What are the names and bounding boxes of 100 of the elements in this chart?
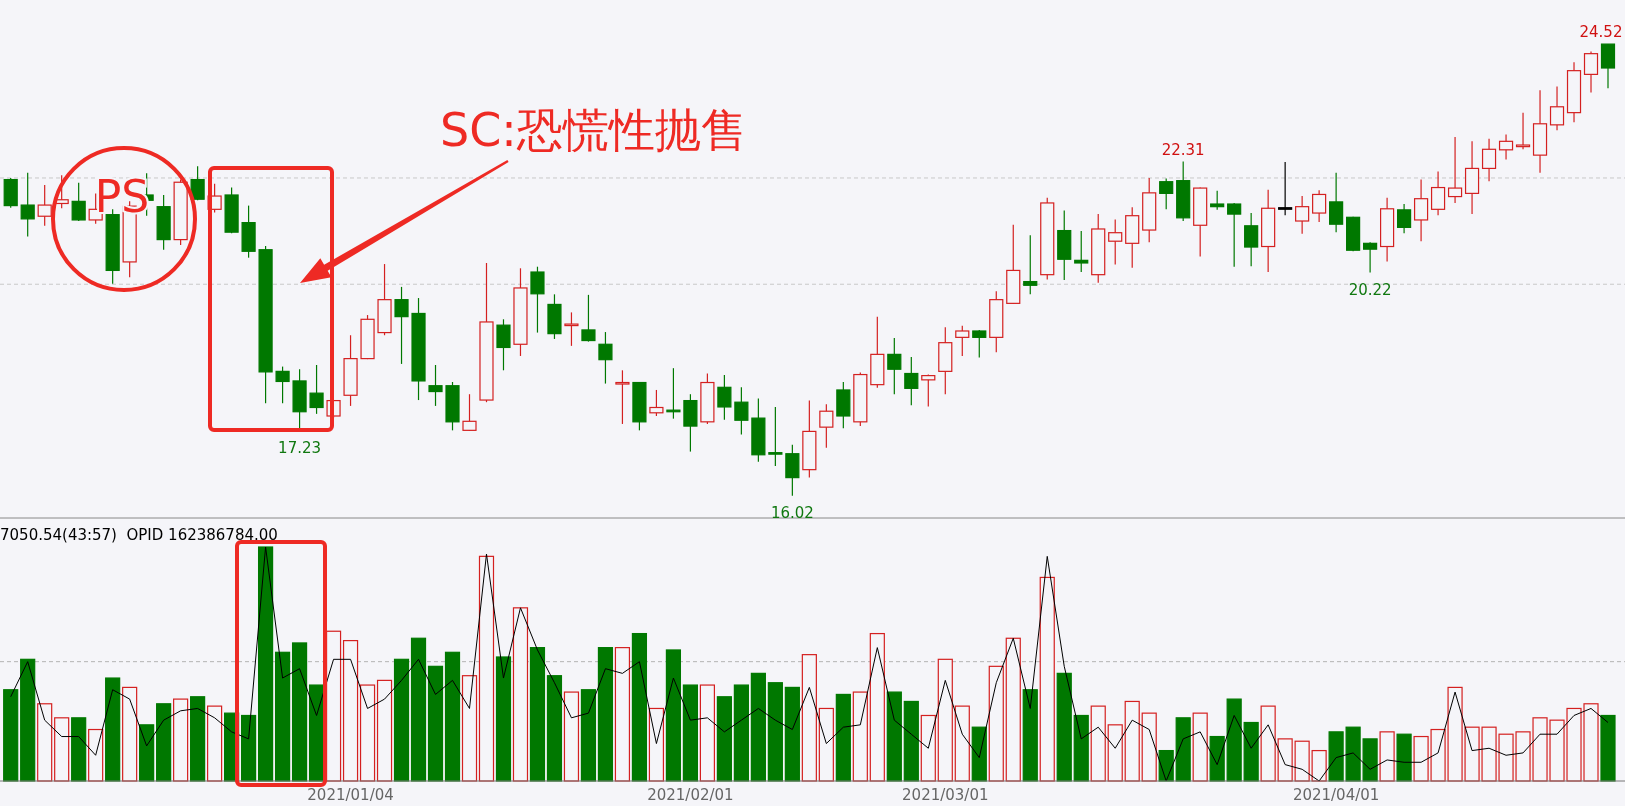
x-tick-label: 2021/03/01 — [902, 786, 989, 804]
bar — [988, 665, 1004, 782]
candlestick — [564, 311, 579, 347]
bar — [173, 698, 189, 782]
candlestick — [921, 373, 936, 408]
candlestick — [20, 172, 35, 238]
candlestick — [1498, 133, 1514, 160]
annotation: 22.31 — [1161, 140, 1205, 159]
bar — [920, 714, 936, 782]
bar — [580, 689, 597, 782]
bar — [54, 717, 70, 782]
bar — [105, 677, 121, 782]
bar — [852, 691, 868, 782]
candlestick — [1549, 86, 1565, 131]
candlestick — [785, 444, 800, 497]
x-tick-label: 2021/04/01 — [1292, 786, 1380, 804]
bar — [1600, 714, 1616, 782]
candlestick — [190, 165, 205, 201]
candlestick — [666, 367, 681, 420]
candlestick — [1363, 241, 1378, 274]
candlestick — [1023, 234, 1038, 295]
candlestick — [581, 294, 596, 343]
candlestick — [1108, 218, 1123, 266]
candlestick — [1583, 50, 1599, 94]
bar — [665, 649, 682, 782]
candlestick — [1244, 212, 1259, 267]
candlestick — [462, 393, 477, 432]
candlestick — [275, 365, 290, 404]
bar — [733, 684, 749, 782]
bar — [478, 555, 495, 782]
candlestick — [1600, 43, 1616, 89]
bar — [342, 640, 359, 782]
bar — [1141, 712, 1157, 782]
bar — [529, 647, 546, 782]
candlestick — [717, 374, 732, 421]
bar — [1090, 705, 1106, 782]
bar — [954, 705, 970, 782]
candlestick — [1515, 112, 1531, 150]
x-tick-label: 2021/01/04 — [307, 786, 394, 804]
bar — [156, 703, 172, 782]
bar — [614, 647, 631, 782]
candlestick — [887, 337, 902, 395]
candlestick — [37, 184, 52, 227]
candlestick — [768, 406, 783, 467]
bar — [1226, 698, 1242, 782]
bar — [835, 693, 851, 782]
bar — [207, 705, 223, 782]
candlestick — [1295, 195, 1310, 235]
candlestick — [649, 389, 664, 417]
candlestick — [1159, 177, 1174, 210]
bar — [190, 696, 206, 782]
bar — [869, 632, 885, 782]
bar — [750, 672, 766, 782]
bar — [274, 651, 291, 782]
bar — [444, 651, 461, 782]
candlestick — [904, 356, 919, 406]
bar — [818, 707, 834, 782]
bar — [427, 665, 444, 782]
bar — [410, 637, 427, 782]
candlestick — [1074, 230, 1089, 273]
bar — [257, 546, 274, 782]
annotation: SC:恐慌性抛售 — [440, 103, 747, 157]
candlestick — [972, 329, 987, 359]
bar — [801, 654, 817, 782]
bar — [1124, 700, 1140, 782]
bar — [139, 724, 155, 782]
candlestick — [309, 364, 324, 415]
bar — [1039, 576, 1055, 782]
bar — [1073, 714, 1089, 782]
bar — [886, 691, 902, 782]
candlestick — [1210, 190, 1225, 211]
candlestick — [1329, 172, 1344, 233]
candlestick — [734, 386, 749, 436]
candlestick — [1227, 202, 1242, 268]
bar — [1107, 724, 1123, 782]
bar — [682, 684, 698, 782]
candlestick — [1481, 138, 1497, 182]
candlestick — [496, 318, 511, 371]
bar — [1056, 672, 1072, 782]
candlestick — [1278, 161, 1293, 216]
bar — [597, 647, 614, 782]
candlestick — [1413, 178, 1429, 242]
bar — [937, 658, 953, 782]
bar — [88, 728, 104, 782]
bar — [241, 714, 257, 782]
candlestick — [1312, 189, 1327, 223]
candlestick — [1396, 203, 1412, 234]
bar — [1175, 717, 1191, 782]
bar — [122, 686, 138, 782]
annotation: 20.22 — [1348, 280, 1392, 299]
annotation: 24.52 — [1579, 23, 1623, 42]
bar — [631, 632, 648, 782]
candlestick — [1447, 136, 1463, 204]
bar — [359, 684, 376, 782]
annotation: 17.23 — [278, 439, 322, 458]
text: 7050.54(43:57) OPID 162386784.00 — [0, 526, 278, 544]
bar — [20, 658, 36, 782]
bar — [1379, 731, 1395, 782]
bar — [291, 642, 308, 782]
bar — [1022, 689, 1038, 782]
